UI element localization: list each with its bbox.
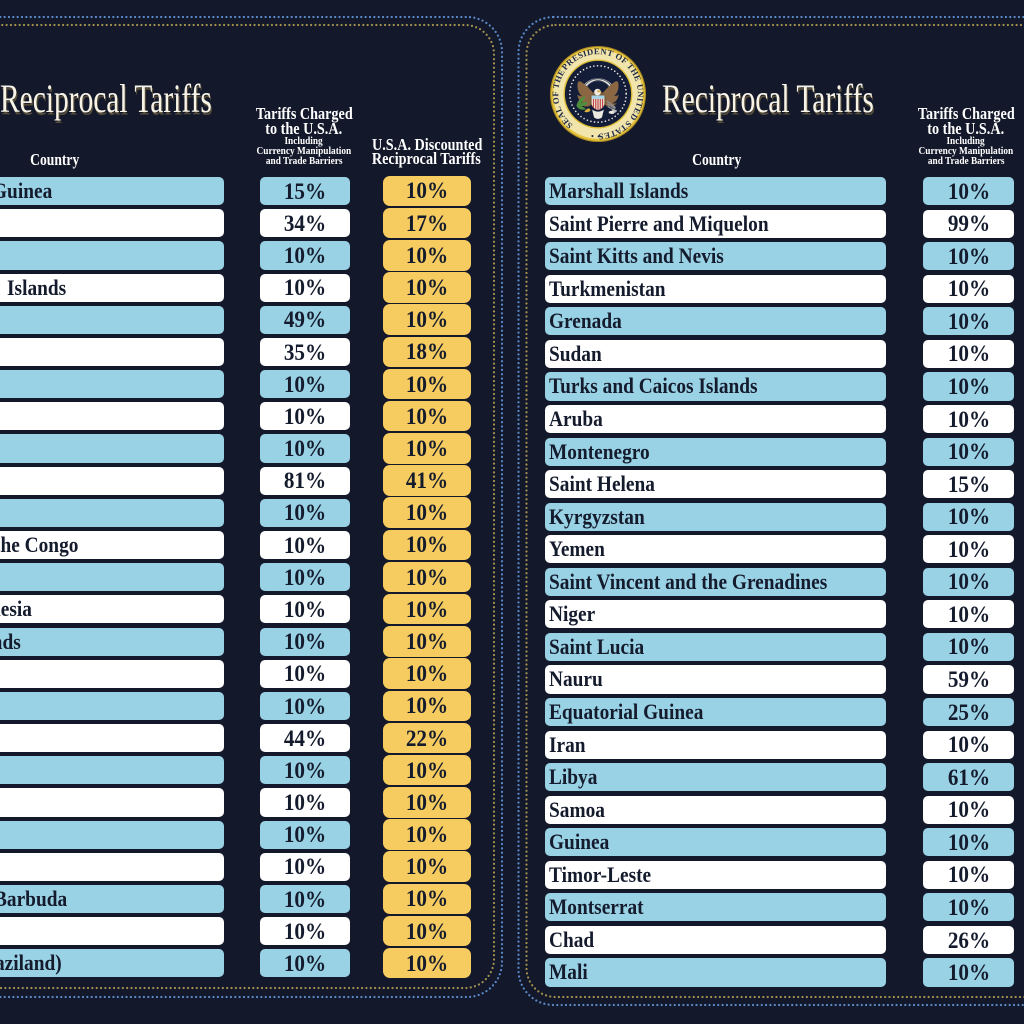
- svg-text:•: •: [590, 131, 594, 140]
- svg-text:•: •: [597, 132, 600, 141]
